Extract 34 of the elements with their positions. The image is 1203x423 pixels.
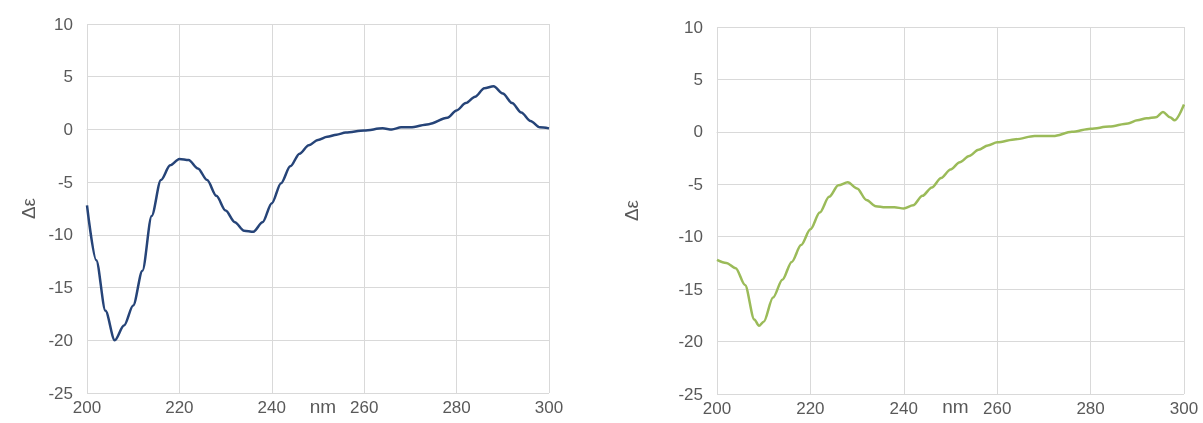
x-axis-title: nm xyxy=(942,396,969,417)
x-tick-label: 240 xyxy=(889,399,918,418)
y-tick-label: 10 xyxy=(684,17,703,37)
x-tick-label: 220 xyxy=(796,399,825,418)
y-tick-label: -15 xyxy=(48,278,73,298)
y-tick-label: -10 xyxy=(678,227,703,247)
x-tick-label: 260 xyxy=(350,398,379,417)
y-tick-label: -20 xyxy=(48,330,73,350)
y-tick-label: -25 xyxy=(678,384,703,404)
y-axis-title: Δε xyxy=(17,197,39,220)
x-tick-label: 280 xyxy=(442,398,471,417)
y-tick-label: -15 xyxy=(678,279,703,299)
y-tick-label: 5 xyxy=(63,67,73,87)
y-tick-label: 0 xyxy=(63,119,73,139)
x-tick-label: 240 xyxy=(257,398,286,417)
y-tick-label: 0 xyxy=(693,122,703,142)
y-axis-title: Δε xyxy=(621,199,642,222)
y-tick-label: -25 xyxy=(48,383,73,403)
x-axis-title: nm xyxy=(309,396,337,417)
x-tick-label: 200 xyxy=(702,399,732,418)
line-series xyxy=(715,103,1186,328)
y-tick-label: 10 xyxy=(54,14,73,34)
y-tick-label: -5 xyxy=(57,172,73,192)
x-tick-label: 300 xyxy=(1169,399,1199,418)
x-tick-label: 260 xyxy=(983,399,1012,418)
y-tick-label: -10 xyxy=(48,225,73,245)
line-series xyxy=(85,84,551,342)
y-tick-label: 5 xyxy=(693,69,703,89)
x-tick-label: 280 xyxy=(1076,399,1105,418)
y-tick-label: -5 xyxy=(687,174,703,194)
y-tick-label: -20 xyxy=(678,332,703,352)
x-tick-label: 200 xyxy=(72,398,102,417)
x-tick-label: 220 xyxy=(165,398,194,417)
x-tick-label: 300 xyxy=(534,398,564,417)
